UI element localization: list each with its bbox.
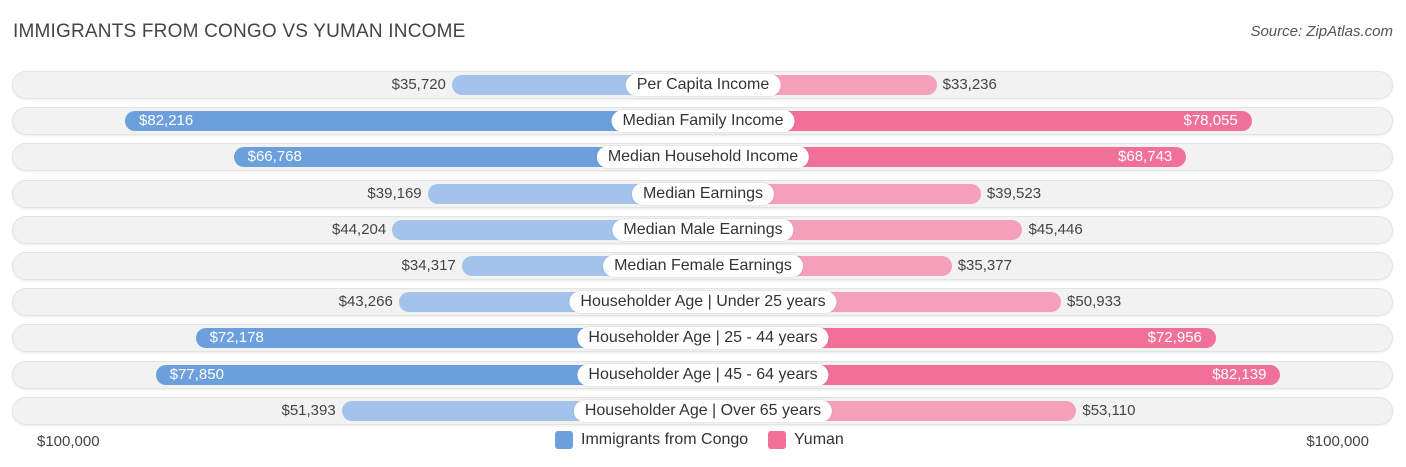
value-label-yuman: $82,139: [1212, 365, 1267, 383]
bar-congo[interactable]: [195, 328, 703, 349]
category-label: Householder Age | Under 25 years: [569, 291, 837, 314]
value-label-yuman: $53,110: [1082, 401, 1136, 419]
value-label-congo: $43,266: [338, 293, 393, 311]
bar-yuman[interactable]: [703, 328, 1216, 349]
value-label-congo: $39,169: [367, 184, 422, 202]
value-label-congo: $35,720: [391, 76, 446, 93]
value-label-congo: $77,850: [169, 365, 224, 383]
category-label: Median Family Income: [611, 110, 795, 133]
category-label: Median Female Earnings: [603, 255, 803, 277]
legend-label-congo: Immigrants from Congo: [581, 431, 749, 448]
legend: Immigrants from Congo Yuman: [0, 431, 1406, 453]
value-label-yuman: $78,055: [1183, 112, 1238, 130]
category-label: Householder Age | 45 - 64 years: [577, 363, 829, 386]
axis-label-right: $100,000: [1306, 433, 1369, 450]
bar-yuman[interactable]: [703, 364, 1281, 385]
category-label: Per Capita Income: [625, 74, 781, 96]
chart-row: $77,850 $82,139 Householder Age | 45 - 64 …: [12, 360, 1393, 389]
legend-swatch-congo: [555, 431, 573, 449]
value-label-yuman: $35,377: [957, 257, 1012, 274]
bar-yuman[interactable]: [703, 147, 1187, 168]
value-label-congo: $44,204: [332, 220, 387, 238]
bar-congo[interactable]: [125, 111, 703, 132]
legend-item-congo[interactable]: Immigrants from Congo: [555, 431, 748, 449]
value-label-yuman: $72,956: [1147, 329, 1202, 347]
value-label-congo: $51,393: [281, 401, 336, 419]
value-label-yuman: $33,236: [942, 76, 997, 93]
chart-row: $44,204 $45,446 Median Male Earnings: [12, 215, 1393, 244]
value-label-yuman: $39,523: [986, 184, 1042, 202]
chart-row: $39,169 $39,523 Median Earnings: [12, 179, 1393, 208]
category-label: Householder Age | Over 65 years: [573, 399, 833, 422]
legend-item-yuman[interactable]: Yuman: [768, 431, 844, 449]
chart-row: $43,266 $50,933 Householder Age | Under 25…: [12, 288, 1393, 317]
bar-yuman[interactable]: [703, 111, 1252, 132]
chart-row: $66,768 $68,743 Median Household Income: [12, 143, 1393, 172]
value-label-congo: $34,317: [401, 257, 456, 274]
category-label: Median Earnings: [631, 182, 775, 205]
axis-label-left: $100,000: [37, 433, 100, 450]
category-label: Median Household Income: [596, 146, 810, 169]
value-label-yuman: $68,743: [1118, 148, 1173, 166]
chart-title: IMMIGRANTS FROM CONGO VS YUMAN INCOME: [13, 21, 466, 42]
chart-row: $35,720 $33,236 Per Capita Income: [12, 71, 1393, 99]
category-label: Median Male Earnings: [612, 218, 794, 241]
legend-label-yuman: Yuman: [794, 431, 844, 448]
chart-row: $34,317 $35,377 Median Female Earnings: [12, 252, 1393, 280]
source-note: Source: ZipAtlas.com: [1250, 23, 1393, 40]
value-label-congo: $82,216: [139, 112, 194, 130]
chart-row: $51,393 $53,110 Householder Age | Over 65 …: [12, 396, 1393, 425]
bar-congo[interactable]: [155, 364, 703, 385]
chart-row: $72,178 $72,956 Householder Age | 25 - 44 …: [12, 324, 1393, 353]
chart-row: $82,216 $78,055 Median Family Income: [12, 107, 1393, 136]
legend-swatch-yuman: [768, 431, 786, 449]
value-label-congo: $66,768: [247, 148, 302, 166]
category-label: Householder Age | 25 - 44 years: [577, 327, 829, 350]
bar-congo[interactable]: [233, 147, 703, 168]
value-label-congo: $72,178: [209, 329, 264, 347]
value-label-yuman: $50,933: [1067, 293, 1122, 311]
value-label-yuman: $45,446: [1028, 220, 1083, 238]
